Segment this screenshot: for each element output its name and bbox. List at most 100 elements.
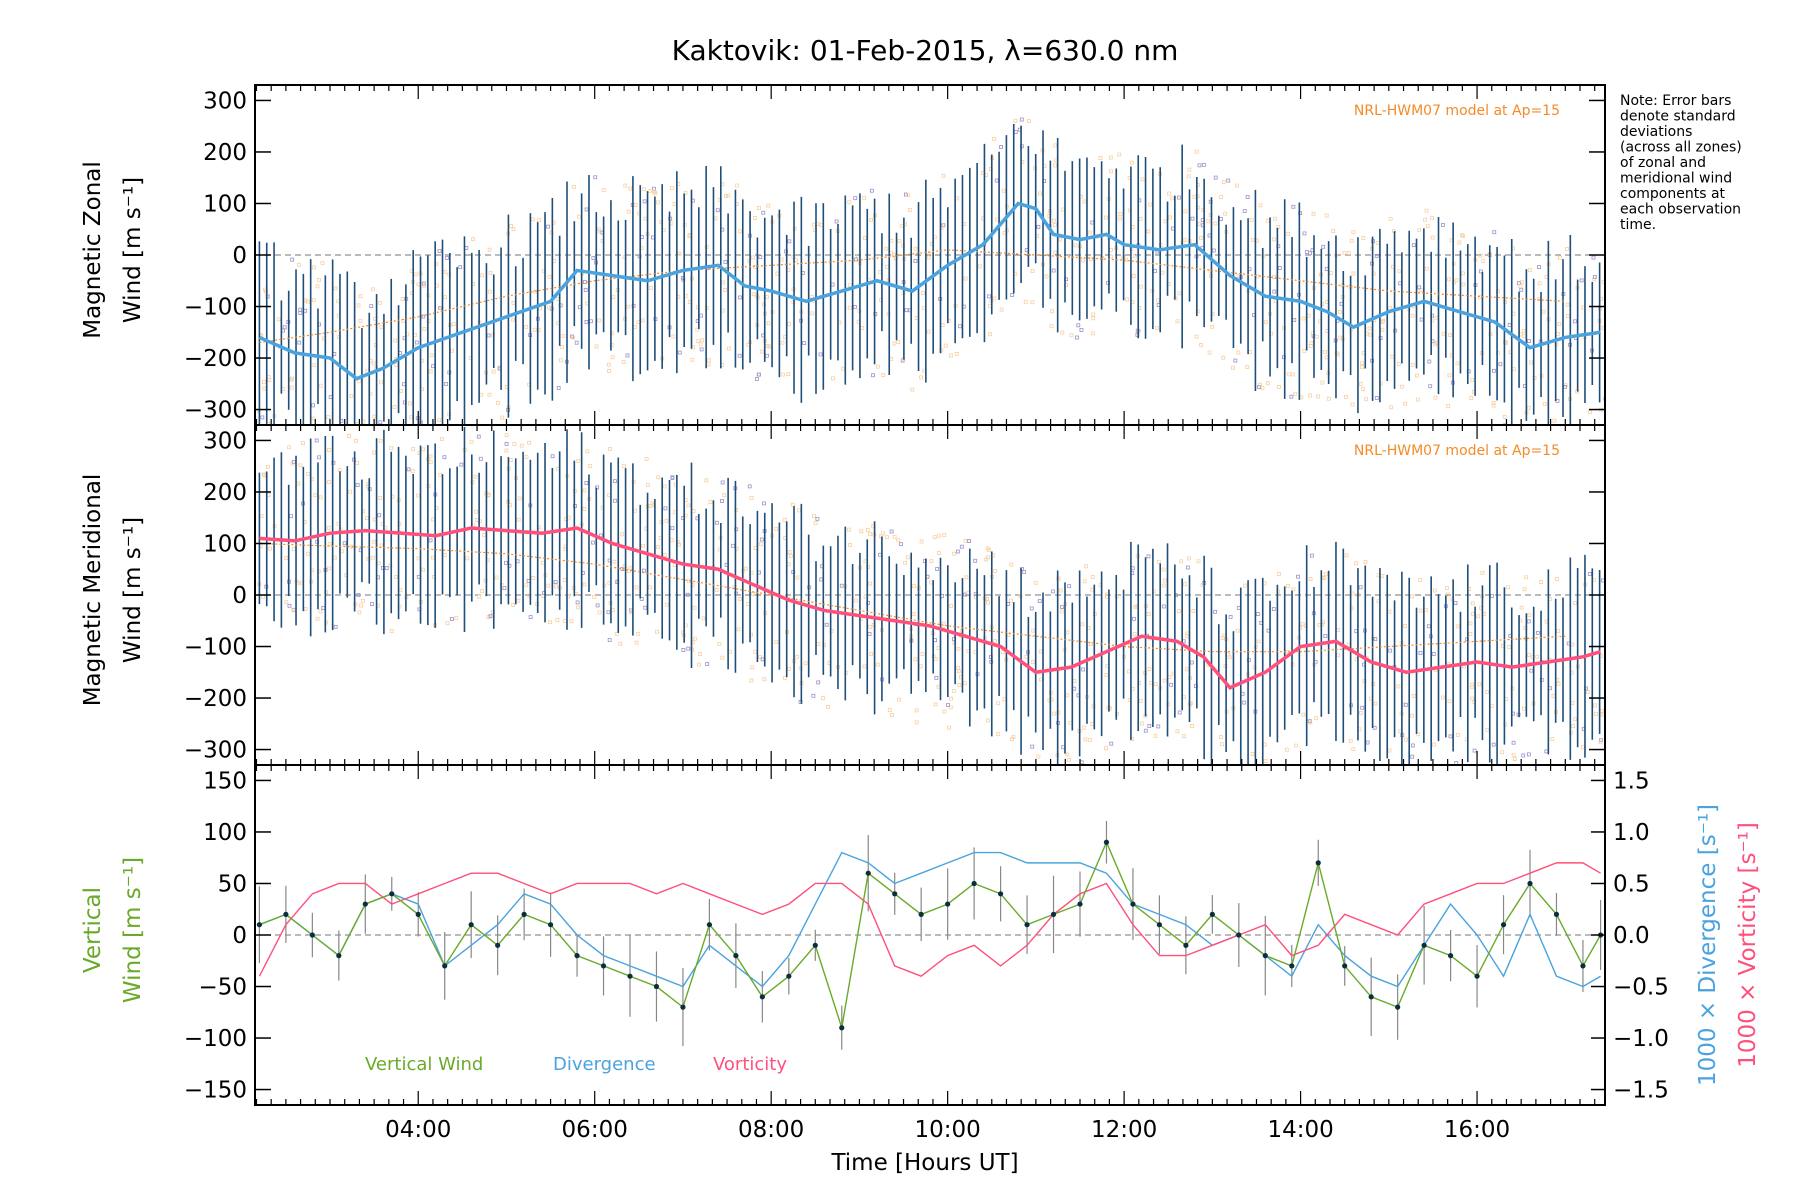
zone-sample [1416, 732, 1421, 737]
zone-sample [1358, 585, 1363, 590]
zone-sample [1009, 562, 1014, 567]
zone-sample [1461, 282, 1466, 287]
zone-sample [1277, 572, 1281, 576]
plot-area [255, 117, 1605, 435]
zone-sample [1308, 720, 1313, 725]
zone-sample [1403, 624, 1408, 628]
zone-sample [1555, 577, 1559, 581]
zone-sample [787, 321, 792, 326]
zone-sample [757, 206, 761, 210]
zone-sample [737, 353, 742, 358]
zone-sample [1109, 169, 1113, 174]
zone-sample [287, 445, 292, 450]
zone-sample [517, 496, 522, 501]
zone-sample [491, 369, 496, 374]
zone-sample [762, 501, 766, 506]
zone-sample [488, 614, 493, 619]
zone-sample [394, 362, 399, 367]
zone-sample [1430, 235, 1435, 240]
y-tick-label: 200 [203, 140, 247, 166]
zone-sample [1522, 587, 1527, 592]
zone-sample [1455, 733, 1460, 737]
zone-sample [337, 468, 342, 473]
zone-sample [1360, 361, 1364, 366]
zone-sample [1211, 248, 1216, 253]
zone-sample [1571, 724, 1576, 728]
zone-sample [1067, 758, 1072, 762]
zone-sample [744, 566, 748, 571]
zone-sample [575, 600, 580, 605]
zone-sample [1277, 385, 1281, 389]
model-label: NRL-HWM07 model at Ap=15 [1354, 443, 1560, 459]
zone-sample [509, 224, 513, 228]
zone-sample [584, 320, 589, 324]
zone-sample [986, 600, 990, 605]
zone-sample [1182, 582, 1187, 587]
zone-sample [1277, 266, 1282, 270]
zone-sample [333, 286, 338, 291]
zone-sample [465, 556, 470, 561]
zone-sample [508, 458, 513, 462]
zone-sample [1192, 194, 1197, 199]
zone-sample [1228, 614, 1233, 619]
zone-sample [312, 265, 316, 270]
zone-sample [1171, 226, 1175, 231]
zone-sample [1232, 784, 1235, 787]
zone-sample [1566, 313, 1570, 318]
zone-sample [1346, 642, 1351, 647]
zone-sample [1133, 604, 1138, 609]
zone-sample [559, 345, 564, 350]
zone-sample [1410, 743, 1415, 748]
zone-sample [1542, 401, 1547, 406]
zone-sample [929, 580, 934, 585]
zone-sample [626, 304, 631, 309]
zone-sample [963, 538, 968, 543]
zone-sample [524, 324, 529, 329]
zone-sample [949, 696, 953, 701]
zone-sample [1044, 274, 1049, 279]
zone-sample [967, 539, 971, 543]
zone-sample [606, 610, 611, 615]
zone-sample [576, 605, 580, 610]
zone-sample [641, 568, 646, 573]
zone-sample [561, 334, 566, 338]
zone-sample [1403, 401, 1408, 406]
zone-sample [720, 499, 724, 503]
zone-sample [956, 669, 961, 674]
zone-sample [884, 246, 889, 251]
zone-sample [1138, 216, 1143, 221]
zone-sample [759, 537, 764, 542]
zone-sample [428, 538, 433, 543]
zone-sample [411, 446, 416, 451]
zone-sample [1196, 559, 1201, 564]
zone-sample [1373, 701, 1378, 706]
zone-sample [868, 532, 872, 537]
zone-sample [524, 583, 529, 588]
zone-sample [1079, 760, 1084, 765]
zone-sample [1294, 743, 1298, 748]
zone-sample [1511, 753, 1516, 758]
zone-sample [963, 276, 968, 281]
zone-sample [1338, 310, 1342, 314]
zone-sample [287, 603, 292, 608]
vertical-wind-point [865, 870, 871, 876]
zone-sample [1434, 315, 1439, 320]
zone-sample [854, 598, 859, 603]
zone-sample [1573, 717, 1578, 722]
zone-sample [1500, 750, 1504, 755]
zone-sample [707, 358, 711, 363]
zone-sample [847, 305, 852, 310]
zone-sample [875, 364, 880, 369]
zone-sample [1194, 149, 1199, 154]
zone-sample [1424, 266, 1429, 271]
x-tick-label: 08:00 [738, 1117, 804, 1143]
zone-sample [926, 329, 931, 334]
zone-sample [1445, 592, 1450, 597]
zone-sample [440, 432, 443, 435]
vertical-wind-point [1130, 901, 1136, 907]
vertical-wind-point [574, 953, 580, 959]
zone-sample [284, 556, 289, 560]
zone-sample [1236, 350, 1241, 355]
zone-sample [556, 385, 561, 390]
zone-sample [333, 624, 338, 629]
